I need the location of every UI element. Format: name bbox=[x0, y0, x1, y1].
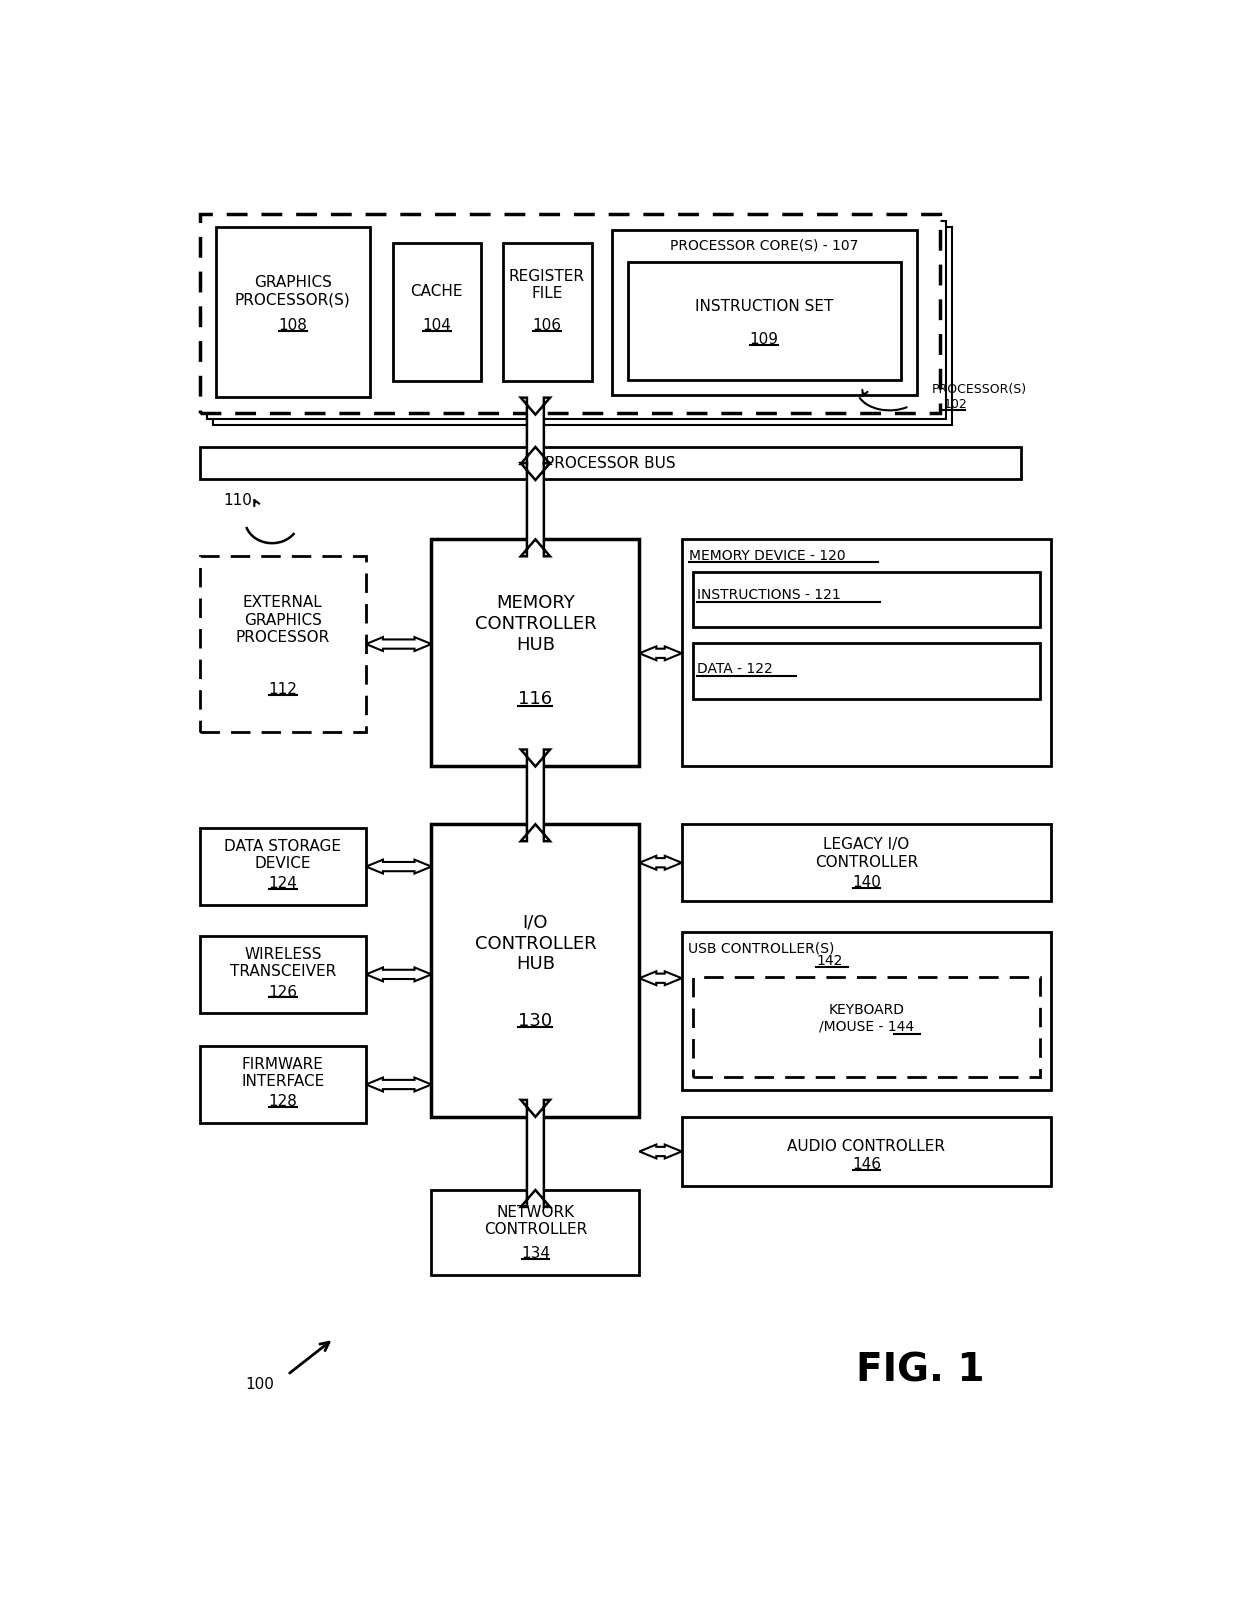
Text: FIRMWARE
INTERFACE: FIRMWARE INTERFACE bbox=[242, 1057, 325, 1090]
Text: 140: 140 bbox=[852, 876, 880, 890]
Polygon shape bbox=[366, 860, 432, 874]
Bar bbox=[432, 540, 640, 767]
Bar bbox=[693, 572, 1040, 627]
Text: EXTERNAL
GRAPHICS
PROCESSOR: EXTERNAL GRAPHICS PROCESSOR bbox=[236, 595, 330, 644]
Text: 124: 124 bbox=[268, 876, 298, 890]
Polygon shape bbox=[640, 971, 682, 985]
Text: REGISTER
FILE: REGISTER FILE bbox=[508, 268, 585, 302]
Text: INSTRUCTIONS - 121: INSTRUCTIONS - 121 bbox=[697, 588, 841, 601]
Bar bbox=[693, 643, 1040, 699]
Text: NETWORK
CONTROLLER: NETWORK CONTROLLER bbox=[484, 1205, 587, 1237]
Text: 110: 110 bbox=[223, 493, 252, 508]
Text: LEGACY I/O
CONTROLLER: LEGACY I/O CONTROLLER bbox=[815, 837, 918, 869]
Bar bbox=[201, 556, 366, 731]
Text: 134: 134 bbox=[521, 1247, 549, 1261]
Bar bbox=[682, 932, 1052, 1090]
Text: 142: 142 bbox=[816, 955, 843, 969]
Polygon shape bbox=[521, 749, 551, 840]
Polygon shape bbox=[640, 857, 682, 869]
Text: MEMORY
CONTROLLER
HUB: MEMORY CONTROLLER HUB bbox=[475, 595, 596, 654]
Text: 126: 126 bbox=[268, 985, 298, 1000]
Bar bbox=[201, 828, 366, 905]
Bar bbox=[213, 227, 952, 426]
Bar bbox=[682, 540, 1052, 767]
Text: CACHE: CACHE bbox=[410, 284, 463, 299]
Text: GRAPHICS
PROCESSOR(S): GRAPHICS PROCESSOR(S) bbox=[234, 275, 351, 307]
Text: MEMORY DEVICE - 120: MEMORY DEVICE - 120 bbox=[689, 550, 846, 564]
Text: PROCESSOR BUS: PROCESSOR BUS bbox=[544, 456, 676, 471]
Bar bbox=[201, 1046, 366, 1123]
Text: 100: 100 bbox=[246, 1377, 274, 1392]
Bar bbox=[627, 262, 901, 379]
Bar bbox=[682, 1117, 1052, 1186]
Text: 106: 106 bbox=[532, 318, 562, 333]
Text: 112: 112 bbox=[268, 681, 298, 697]
Bar bbox=[216, 228, 370, 397]
Polygon shape bbox=[366, 1078, 432, 1091]
Text: 109: 109 bbox=[750, 331, 779, 347]
Text: 108: 108 bbox=[279, 318, 308, 333]
Bar bbox=[682, 824, 1052, 902]
Bar bbox=[432, 1191, 640, 1274]
Bar bbox=[693, 977, 1040, 1077]
Text: 128: 128 bbox=[268, 1094, 298, 1109]
Text: 130: 130 bbox=[518, 1011, 553, 1030]
Text: PROCESSOR(S): PROCESSOR(S) bbox=[932, 382, 1027, 395]
Polygon shape bbox=[366, 636, 432, 651]
Text: DATA - 122: DATA - 122 bbox=[697, 662, 773, 675]
Text: WIRELESS
TRANSCEIVER: WIRELESS TRANSCEIVER bbox=[229, 947, 336, 979]
Bar bbox=[503, 243, 591, 381]
Bar bbox=[201, 447, 1021, 479]
Text: 116: 116 bbox=[518, 691, 553, 709]
Polygon shape bbox=[521, 1099, 551, 1207]
Polygon shape bbox=[640, 646, 682, 660]
Bar bbox=[613, 230, 916, 395]
Text: FIG. 1: FIG. 1 bbox=[856, 1351, 985, 1390]
Text: 146: 146 bbox=[852, 1157, 880, 1172]
Text: DATA STORAGE
DEVICE: DATA STORAGE DEVICE bbox=[224, 839, 341, 871]
Bar bbox=[201, 214, 940, 413]
Text: KEYBOARD
/MOUSE - 144: KEYBOARD /MOUSE - 144 bbox=[818, 1003, 914, 1033]
Polygon shape bbox=[521, 397, 551, 464]
Polygon shape bbox=[366, 967, 432, 982]
Text: 102: 102 bbox=[944, 399, 967, 411]
Text: USB CONTROLLER(S): USB CONTROLLER(S) bbox=[688, 942, 835, 956]
Text: I/O
CONTROLLER
HUB: I/O CONTROLLER HUB bbox=[475, 914, 596, 974]
Polygon shape bbox=[640, 1144, 682, 1159]
Bar bbox=[393, 243, 481, 381]
Text: PROCESSOR CORE(S) - 107: PROCESSOR CORE(S) - 107 bbox=[670, 238, 858, 252]
Text: AUDIO CONTROLLER: AUDIO CONTROLLER bbox=[787, 1139, 945, 1154]
Bar bbox=[201, 935, 366, 1012]
Polygon shape bbox=[521, 463, 551, 556]
Bar bbox=[432, 824, 640, 1117]
Bar bbox=[207, 220, 946, 419]
Text: 104: 104 bbox=[423, 318, 451, 333]
Text: INSTRUCTION SET: INSTRUCTION SET bbox=[694, 299, 833, 315]
